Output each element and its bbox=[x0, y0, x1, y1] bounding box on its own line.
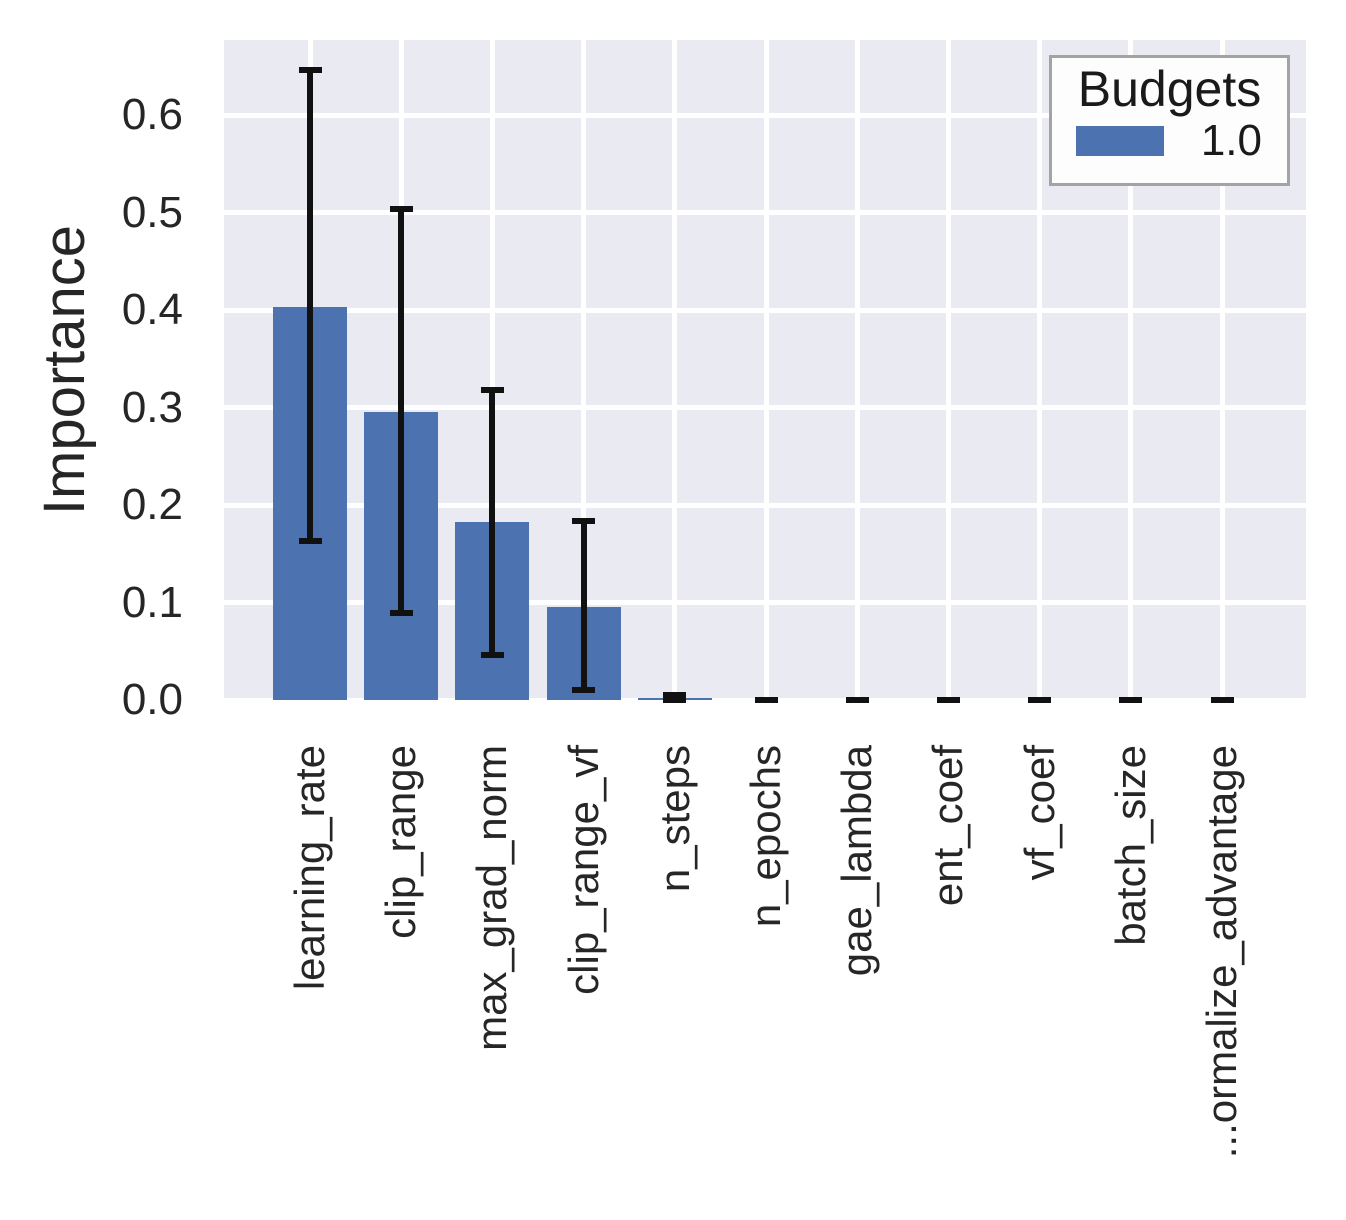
error-bar-line bbox=[307, 70, 313, 542]
error-bar-cap bbox=[663, 697, 687, 703]
x-tick-label: n_epochs bbox=[742, 745, 789, 928]
legend-entry: 1.0 bbox=[1052, 119, 1287, 163]
y-tick-label: 0.5 bbox=[121, 187, 183, 237]
x-tick-label: learning_rate bbox=[286, 745, 333, 991]
error-bar-cap bbox=[298, 67, 322, 74]
error-bar-cap bbox=[663, 692, 687, 699]
y-tick-label: 0.1 bbox=[121, 577, 183, 627]
error-bar-cap bbox=[298, 538, 322, 545]
y-tick-label: 0.0 bbox=[121, 675, 183, 724]
v-gridline bbox=[489, 40, 495, 700]
x-tick-label: ent_coef bbox=[924, 745, 972, 907]
x-tick-label: vf_coef bbox=[1015, 745, 1063, 881]
v-gridline bbox=[672, 40, 678, 700]
error-bar-cap bbox=[389, 205, 413, 212]
error-bar-cap bbox=[754, 697, 778, 703]
error-bar-line bbox=[398, 208, 405, 614]
v-gridline bbox=[1037, 40, 1043, 700]
v-gridline bbox=[763, 40, 769, 700]
v-gridline bbox=[1128, 40, 1134, 700]
legend: Budgets 1.0 bbox=[1049, 55, 1290, 186]
v-gridline bbox=[581, 40, 587, 700]
error-bar-cap bbox=[572, 687, 596, 694]
v-gridline bbox=[854, 40, 860, 700]
error-bar-cap bbox=[1028, 697, 1052, 703]
error-bar-cap bbox=[480, 652, 504, 659]
legend-entry-label: 1.0 bbox=[1200, 116, 1262, 165]
error-bar-cap bbox=[389, 610, 413, 617]
y-tick-label: 0.3 bbox=[121, 382, 183, 432]
v-gridline bbox=[1219, 40, 1225, 700]
x-tick-label: gae_lambda bbox=[833, 745, 881, 977]
y-tick-label: 0.2 bbox=[121, 480, 183, 529]
error-bar-cap bbox=[1210, 697, 1234, 703]
legend-title: Budgets bbox=[1077, 61, 1262, 117]
v-gridline bbox=[945, 40, 951, 700]
x-tick-label: clip_range bbox=[377, 745, 425, 939]
error-bar-line bbox=[489, 389, 496, 656]
legend-swatch bbox=[1076, 126, 1164, 156]
error-bar-cap bbox=[572, 517, 596, 524]
x-tick-label: ...ormalize_advantage bbox=[1198, 745, 1245, 1159]
error-bar-cap bbox=[936, 697, 960, 703]
x-tick-label: clip_range_vf bbox=[559, 745, 607, 995]
error-bar-line bbox=[580, 520, 587, 691]
error-bar-cap bbox=[480, 386, 504, 393]
y-tick-label: 0.6 bbox=[121, 90, 183, 139]
x-tick-label: max_grad_norm bbox=[468, 745, 516, 1051]
x-tick-label: batch_size bbox=[1106, 745, 1154, 946]
y-tick-label: 0.4 bbox=[121, 285, 183, 334]
error-bar-cap bbox=[1119, 697, 1143, 703]
x-tick-label: n_steps bbox=[650, 745, 698, 893]
error-bar-cap bbox=[845, 697, 869, 703]
